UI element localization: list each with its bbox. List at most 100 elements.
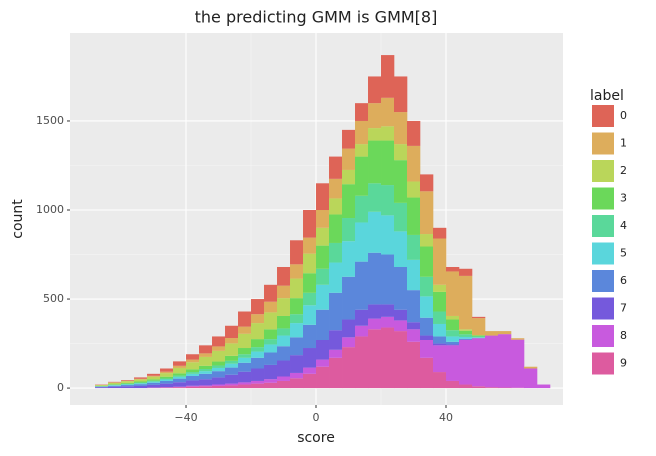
legend-label: 2 [620,164,627,177]
bar [251,299,265,315]
bar [303,237,317,254]
bar [121,384,135,386]
bar [446,336,460,342]
bar [316,245,330,269]
bar [459,336,473,339]
bar [433,336,447,344]
bar [160,379,174,381]
bar [303,373,317,389]
bar [446,344,460,346]
bar [407,341,421,389]
bar [277,266,291,286]
bar [381,327,395,389]
bar [355,336,369,389]
bar [329,156,343,179]
bar [316,366,330,389]
bar [368,103,382,129]
legend-label: 0 [620,109,627,122]
bar [303,253,317,274]
bar [472,318,486,336]
bar [433,343,447,346]
bar [173,386,187,388]
bar [472,337,486,338]
bar [485,335,499,388]
bar [212,365,226,368]
bar [355,144,369,157]
bar [446,330,460,337]
bar [264,284,278,302]
legend-swatch [592,325,614,347]
y-tick-label: 0 [57,381,64,394]
bar [329,198,343,215]
bar [238,382,252,385]
bar [147,379,161,381]
bar [368,128,382,141]
bar [472,338,486,387]
bar [225,385,239,389]
bar [290,298,304,315]
bar [368,76,382,104]
bar [134,377,148,379]
bar [342,337,356,348]
bar [212,350,226,362]
x-tick-label: 0 [313,411,320,424]
bar [199,365,213,370]
bar [472,335,486,337]
bar [433,311,447,324]
bar [290,314,304,324]
bar [147,373,161,376]
bar [316,183,330,211]
bar [121,383,135,385]
bar [342,241,356,277]
bar [160,371,174,374]
bar [316,210,330,228]
bar [277,335,291,347]
bar [394,309,408,321]
bar [238,357,252,363]
bar [446,271,460,316]
bar [537,384,551,389]
bar [238,371,252,383]
bar [134,383,148,385]
bar [238,326,252,334]
bar [394,231,408,267]
bar [329,214,343,243]
bar [381,55,395,98]
bar [199,385,213,387]
bar [186,359,200,363]
bar [264,379,278,383]
bar [394,331,408,389]
bar [394,202,408,232]
bar [134,382,148,384]
bar [303,210,317,238]
bar [407,259,421,291]
bar [173,361,187,366]
bar [199,345,213,354]
bar [355,103,369,121]
bar [420,174,434,192]
bar [212,361,226,366]
bar [238,311,252,327]
bar [251,380,265,384]
bar [147,381,161,383]
x-tick-label: −40 [174,411,197,424]
bar [459,268,473,276]
bar [394,320,408,332]
bar [225,383,239,386]
bar [420,317,434,336]
bar [433,372,447,389]
bar [459,330,473,335]
bar [355,325,369,337]
legend-label: 6 [620,274,627,287]
bar [316,359,330,367]
bar [251,368,265,381]
legend-swatch [592,352,614,375]
bar [173,382,187,387]
bar [407,197,421,235]
bar [225,338,239,344]
legend-label: 5 [620,247,627,260]
x-tick-label: 40 [439,411,453,424]
bar [303,305,317,325]
bar [485,331,499,336]
legend-label: 4 [620,219,627,232]
